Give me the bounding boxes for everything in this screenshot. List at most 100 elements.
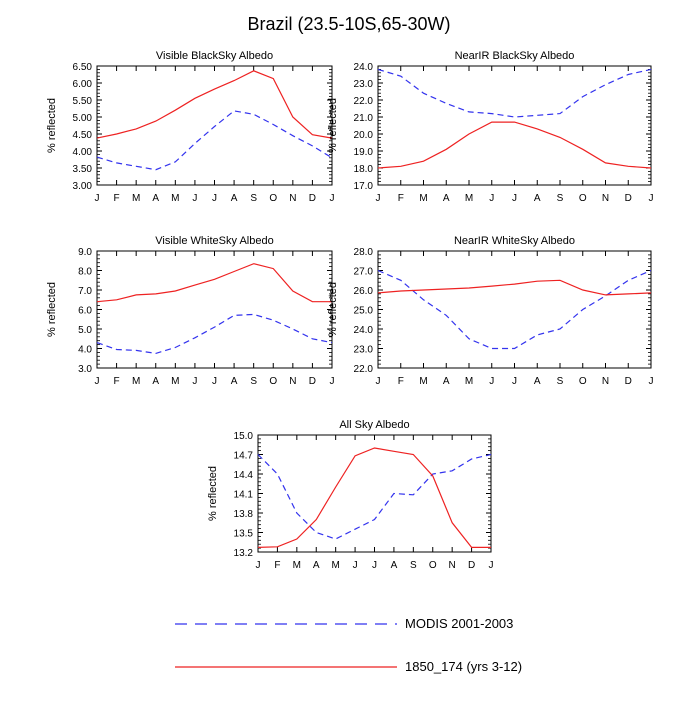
- x-tick-label: J: [649, 193, 654, 204]
- x-tick-label: F: [274, 560, 280, 571]
- x-tick-label: J: [489, 376, 494, 387]
- x-tick-label: J: [330, 193, 335, 204]
- x-tick-label: M: [132, 193, 140, 204]
- x-tick-label: J: [512, 376, 517, 387]
- plot-frame: [377, 65, 652, 186]
- x-tick-label: M: [331, 560, 339, 571]
- x-tick-label: N: [289, 376, 296, 387]
- x-tick-label: D: [625, 376, 632, 387]
- x-tick-label: F: [398, 376, 404, 387]
- modis-series-line: [377, 269, 652, 350]
- x-tick-label: O: [579, 376, 587, 387]
- x-tick-label: J: [212, 193, 217, 204]
- plot-frame: [96, 250, 333, 369]
- y-tick-label: 13.5: [234, 529, 254, 540]
- y-tick-label: 17.0: [354, 181, 374, 192]
- x-tick-label: O: [579, 193, 587, 204]
- x-tick-label: M: [132, 376, 140, 387]
- x-tick-label: J: [192, 376, 197, 387]
- x-tick-label: N: [449, 560, 456, 571]
- model-series-line: [377, 121, 652, 169]
- y-tick-label: 13.2: [234, 548, 254, 559]
- x-tick-label: M: [171, 193, 179, 204]
- x-tick-label: M: [419, 193, 427, 204]
- x-tick-label: A: [231, 376, 238, 387]
- modis-series-line: [96, 313, 333, 355]
- x-tick-label: O: [269, 193, 277, 204]
- model-series-line: [96, 263, 332, 303]
- y-axis-label: % reflected: [207, 466, 219, 521]
- model-series-line: [96, 70, 333, 139]
- x-tick-label: D: [309, 376, 316, 387]
- y-tick-label: 25.0: [354, 306, 374, 317]
- y-tick-label: 26.0: [354, 286, 374, 297]
- legend-model-label: 1850_174 (yrs 3-12): [405, 659, 522, 674]
- legend: MODIS 2001-2003 1850_174 (yrs 3-12): [175, 616, 522, 674]
- y-tick-label: 9.0: [78, 247, 92, 258]
- modis-series-line: [257, 453, 492, 540]
- x-tick-label: J: [95, 376, 100, 387]
- x-tick-label: O: [269, 376, 277, 387]
- model-series-line: [377, 279, 652, 296]
- y-tick-label: 27.0: [354, 267, 374, 278]
- y-tick-label: 6.00: [73, 79, 93, 90]
- y-tick-label: 24.0: [354, 62, 374, 73]
- y-axis-label: % reflected: [327, 282, 339, 337]
- y-tick-label: 24.0: [354, 325, 374, 336]
- x-tick-label: M: [419, 376, 427, 387]
- x-tick-label: J: [489, 560, 494, 571]
- x-tick-label: N: [602, 376, 609, 387]
- y-axis-label: % reflected: [46, 98, 58, 153]
- y-tick-label: 4.0: [78, 345, 92, 356]
- y-tick-label: 13.8: [234, 509, 254, 520]
- model-series-line: [257, 447, 491, 549]
- x-tick-label: A: [313, 560, 320, 571]
- x-tick-label: M: [171, 376, 179, 387]
- x-tick-label: N: [289, 193, 296, 204]
- x-tick-label: A: [534, 376, 541, 387]
- x-tick-label: S: [250, 193, 257, 204]
- y-tick-label: 20.0: [354, 130, 374, 141]
- y-tick-label: 23.0: [354, 79, 374, 90]
- x-tick-label: O: [429, 560, 437, 571]
- x-tick-label: M: [293, 560, 301, 571]
- x-tick-label: J: [95, 193, 100, 204]
- y-tick-label: 14.7: [234, 451, 254, 462]
- x-tick-label: J: [649, 376, 654, 387]
- y-axis-label: % reflected: [46, 282, 58, 337]
- x-tick-label: J: [192, 193, 197, 204]
- y-tick-label: 8.0: [78, 267, 92, 278]
- y-axis-label: % reflected: [327, 98, 339, 153]
- x-tick-label: J: [372, 560, 377, 571]
- y-tick-label: 28.0: [354, 247, 374, 258]
- x-tick-label: J: [512, 193, 517, 204]
- panel-title: NearIR WhiteSky Albedo: [454, 235, 575, 247]
- x-tick-label: S: [250, 376, 257, 387]
- x-tick-label: D: [625, 193, 632, 204]
- x-tick-label: J: [212, 376, 217, 387]
- panel-title: NearIR BlackSky Albedo: [455, 50, 575, 62]
- y-tick-label: 19.0: [354, 147, 374, 158]
- y-tick-label: 22.0: [354, 96, 374, 107]
- x-tick-label: F: [398, 193, 404, 204]
- x-tick-label: A: [534, 193, 541, 204]
- y-tick-label: 21.0: [354, 113, 374, 124]
- y-tick-label: 4.00: [73, 147, 93, 158]
- legend-modis-label: MODIS 2001-2003: [405, 616, 513, 631]
- panel-title: All Sky Albedo: [339, 419, 409, 431]
- panel-title: Visible BlackSky Albedo: [156, 50, 273, 62]
- y-tick-label: 5.50: [73, 96, 93, 107]
- x-tick-label: J: [256, 560, 261, 571]
- x-tick-label: A: [152, 376, 159, 387]
- y-tick-label: 5.00: [73, 113, 93, 124]
- y-tick-label: 7.0: [78, 286, 92, 297]
- x-tick-label: A: [443, 376, 450, 387]
- plot-frame: [377, 250, 652, 369]
- modis-series-line: [96, 110, 333, 171]
- x-tick-label: F: [114, 193, 120, 204]
- x-tick-label: J: [376, 376, 381, 387]
- x-tick-label: D: [309, 193, 316, 204]
